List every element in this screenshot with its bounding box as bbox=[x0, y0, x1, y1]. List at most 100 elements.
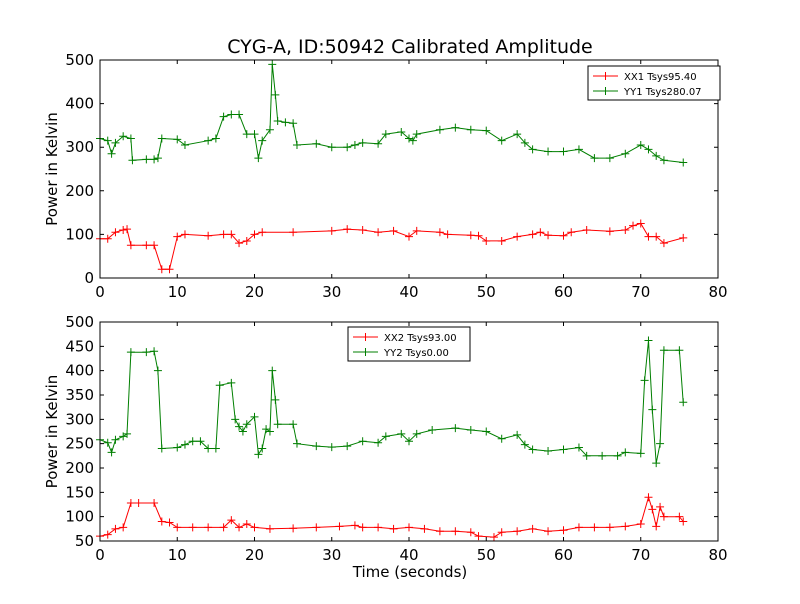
data-point bbox=[180, 440, 189, 449]
data-point bbox=[528, 145, 537, 154]
series-line bbox=[100, 222, 684, 270]
y-tick-label: 450 bbox=[65, 337, 94, 355]
data-point bbox=[350, 521, 359, 530]
data-point bbox=[219, 112, 228, 121]
data-point bbox=[235, 523, 244, 532]
data-point bbox=[374, 438, 383, 447]
legend-entry: YY2 Tsys0.00 bbox=[353, 348, 449, 359]
data-point bbox=[605, 523, 614, 532]
data-point bbox=[621, 149, 630, 158]
data-point bbox=[126, 241, 135, 250]
legend-entry: XX2 Tsys93.00 bbox=[353, 333, 457, 344]
data-point bbox=[482, 427, 491, 436]
data-point bbox=[482, 236, 491, 245]
data-point bbox=[559, 445, 568, 454]
data-point bbox=[659, 512, 668, 521]
data-point bbox=[374, 523, 383, 532]
data-point bbox=[412, 226, 421, 235]
series-line bbox=[99, 495, 684, 538]
data-point bbox=[204, 136, 213, 145]
data-point bbox=[520, 138, 529, 147]
data-point bbox=[435, 228, 444, 237]
data-point bbox=[235, 239, 244, 248]
data-point bbox=[489, 533, 498, 542]
data-point bbox=[629, 221, 638, 230]
series-2-1 bbox=[96, 493, 688, 542]
data-point bbox=[466, 125, 475, 134]
data-point bbox=[636, 219, 645, 228]
data-point bbox=[219, 523, 228, 532]
data-point bbox=[258, 444, 267, 453]
data-point bbox=[381, 130, 390, 139]
data-point bbox=[412, 130, 421, 139]
data-point bbox=[652, 522, 661, 531]
data-point bbox=[605, 227, 614, 236]
y-tick-label: 250 bbox=[65, 435, 94, 453]
data-point bbox=[119, 523, 128, 532]
data-point bbox=[242, 236, 251, 245]
data-point bbox=[644, 232, 653, 241]
y-tick-label: 100 bbox=[65, 225, 94, 243]
x-tick-label: 30 bbox=[322, 546, 341, 564]
data-point bbox=[103, 234, 112, 243]
series-1-1 bbox=[96, 219, 688, 274]
data-point bbox=[652, 151, 661, 160]
data-point bbox=[451, 527, 460, 536]
data-point bbox=[389, 524, 398, 533]
x-tick-label: 40 bbox=[399, 283, 418, 301]
data-point bbox=[466, 528, 475, 537]
data-point bbox=[621, 448, 630, 457]
data-point bbox=[374, 139, 383, 148]
data-point bbox=[397, 127, 406, 136]
data-point bbox=[513, 130, 522, 139]
x-tick-label: 0 bbox=[95, 283, 105, 301]
legend-marker bbox=[601, 87, 610, 95]
data-point bbox=[350, 141, 359, 150]
data-point bbox=[582, 226, 591, 235]
data-point bbox=[381, 432, 390, 441]
data-point bbox=[250, 412, 259, 421]
data-point bbox=[126, 499, 135, 508]
data-point bbox=[157, 517, 166, 526]
data-point bbox=[258, 136, 267, 145]
data-point bbox=[659, 346, 668, 355]
data-point bbox=[242, 420, 251, 429]
legend-box bbox=[587, 65, 721, 101]
data-point bbox=[644, 493, 653, 502]
data-point bbox=[157, 265, 166, 274]
data-point bbox=[412, 429, 421, 438]
data-point bbox=[451, 123, 460, 132]
data-point bbox=[420, 524, 429, 533]
legend-label: YY2 Tsys0.00 bbox=[383, 348, 449, 359]
data-point bbox=[528, 445, 537, 454]
data-point bbox=[574, 443, 583, 452]
data-point bbox=[165, 265, 174, 274]
data-point bbox=[265, 524, 274, 533]
y-axis-label: Power in Kelvin bbox=[43, 112, 61, 226]
legend-label: XX1 Tsys95.40 bbox=[624, 72, 697, 83]
data-point bbox=[520, 440, 529, 449]
data-point bbox=[528, 524, 537, 533]
data-point bbox=[443, 230, 452, 239]
data-point bbox=[358, 437, 367, 446]
data-point bbox=[242, 130, 251, 139]
data-point bbox=[544, 147, 553, 156]
data-point bbox=[142, 241, 151, 250]
legend-entry: YY1 Tsys280.07 bbox=[593, 87, 702, 98]
data-point bbox=[435, 527, 444, 536]
data-point bbox=[188, 523, 197, 532]
y-tick-label: 200 bbox=[65, 182, 94, 200]
y-tick-label: 300 bbox=[65, 138, 94, 156]
data-point bbox=[265, 427, 274, 436]
data-point bbox=[103, 136, 112, 145]
data-point bbox=[227, 110, 236, 119]
data-point bbox=[126, 348, 135, 357]
data-point bbox=[134, 499, 143, 508]
data-point bbox=[659, 239, 668, 248]
data-point bbox=[679, 158, 688, 167]
data-point bbox=[173, 443, 182, 452]
data-point bbox=[107, 149, 116, 158]
data-point bbox=[157, 134, 166, 143]
y-tick-label: 350 bbox=[65, 386, 94, 404]
x-tick-label: 20 bbox=[245, 546, 264, 564]
